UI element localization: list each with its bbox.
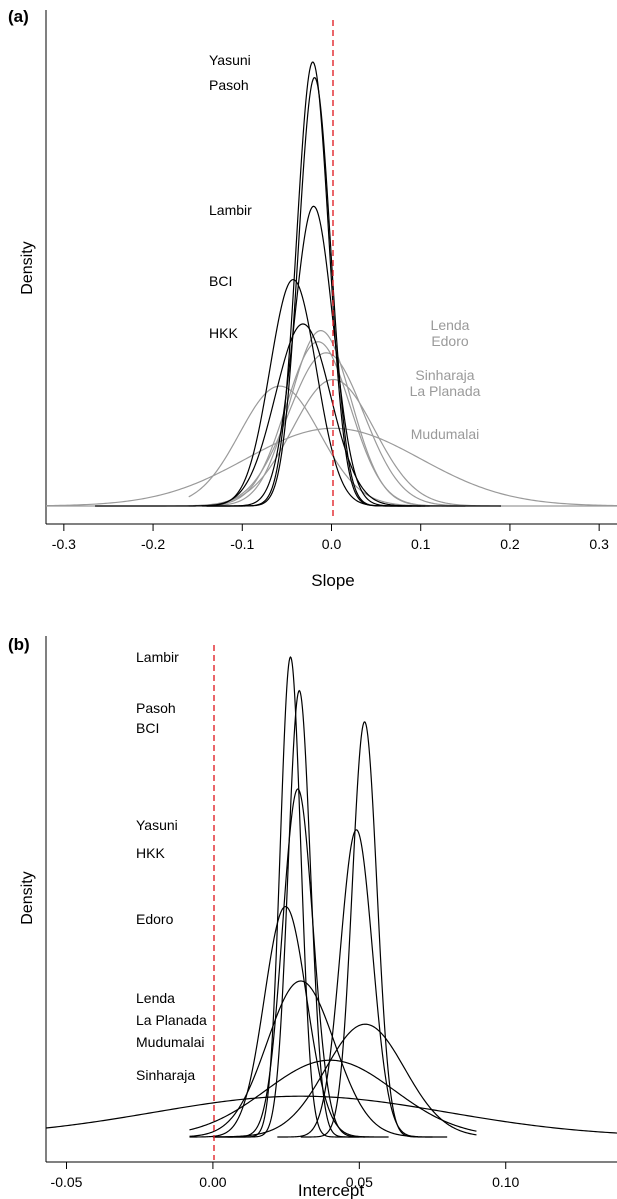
site-label-pasoh: Pasoh: [136, 700, 176, 716]
site-label-lenda: Lenda: [431, 317, 470, 333]
x-tick-label: 0.05: [346, 1174, 373, 1190]
site-label-hkk: HKK: [136, 845, 165, 861]
x-tick-label: -0.2: [141, 536, 165, 552]
x-tick-label: 0.0: [322, 536, 342, 552]
density-curve-lambir: [212, 656, 360, 1138]
density-curve-yasuni: [202, 61, 421, 507]
x-tick-label: -0.1: [230, 536, 254, 552]
site-label-lambir: Lambir: [209, 202, 252, 218]
density-curves-b: [45, 656, 617, 1138]
x-axis-title-a: Slope: [311, 571, 354, 590]
site-label-edoro: Edoro: [136, 911, 174, 927]
panel-a: (a) Density Slope -0.3 -0.2 -0.1 0.0 0.1 0.2 0…: [8, 7, 617, 590]
site-label-pasoh: Pasoh: [209, 77, 249, 93]
density-curve-lenda: [189, 980, 418, 1138]
x-tick-label: -0.3: [52, 536, 76, 552]
density-curves-a: [45, 61, 617, 507]
density-curve-bci: [95, 278, 412, 507]
density-curve-la-planada: [212, 1023, 477, 1138]
density-curve-hkk: [277, 829, 433, 1138]
density-curve-edoro: [189, 905, 389, 1138]
site-label-la-planada: La Planada: [410, 383, 481, 399]
panel-label-b: (b): [8, 635, 30, 654]
x-tick-label: 0.10: [492, 1174, 519, 1190]
y-axis-title-a: Density: [19, 241, 36, 294]
x-tick-label: 0.3: [589, 536, 609, 552]
x-ticks-a: -0.3 -0.2 -0.1 0.0 0.1 0.2 0.3: [52, 524, 609, 552]
density-curve-edoro: [188, 341, 466, 507]
site-labels-b: Lambir Pasoh BCI Yasuni HKK Edoro Lenda La Plan…: [136, 649, 207, 1083]
density-curve-mudumalai: [189, 1059, 477, 1132]
site-label-bci: BCI: [136, 720, 159, 736]
site-label-la-planada: La Planada: [136, 1012, 207, 1028]
panel-label-a: (a): [8, 7, 29, 26]
site-label-yasuni: Yasuni: [209, 52, 251, 68]
site-label-mudumalai: Mudumalai: [411, 426, 479, 442]
site-label-sinharaja: Sinharaja: [415, 367, 474, 383]
site-label-bci: BCI: [209, 273, 232, 289]
x-axis-title-b: Intercept: [298, 1181, 364, 1199]
density-curve-pasoh: [206, 77, 426, 507]
site-label-yasuni: Yasuni: [136, 817, 178, 833]
site-label-hkk: HKK: [209, 325, 238, 341]
x-tick-label: 0.00: [199, 1174, 226, 1190]
density-curve-la-planada: [188, 385, 466, 507]
site-label-lambir: Lambir: [136, 649, 179, 665]
site-label-mudumalai: Mudumalai: [136, 1034, 204, 1050]
site-label-edoro: Edoro: [431, 333, 469, 349]
x-tick-label: 0.2: [500, 536, 520, 552]
x-tick-label: -0.05: [51, 1174, 83, 1190]
x-ticks-b: -0.05 0.00 0.05 0.10: [51, 1162, 520, 1190]
panel-b: (b) Density Intercept -0.05 0.00 0.05 0.10 …: [8, 635, 617, 1199]
site-label-lenda: Lenda: [136, 990, 175, 1006]
density-curve-yasuni: [227, 788, 374, 1138]
density-curve-mudumalai: [45, 427, 617, 507]
density-curve-pasoh: [212, 689, 366, 1138]
density-curve-sinharaja: [188, 352, 466, 507]
x-tick-label: 0.1: [411, 536, 431, 552]
y-axis-title-b: Density: [19, 871, 36, 924]
density-curve-lenda: [188, 330, 466, 507]
density-curve-sinharaja: [45, 1095, 617, 1134]
site-label-sinharaja: Sinharaja: [136, 1067, 195, 1083]
density-curve-hkk: [193, 323, 502, 507]
